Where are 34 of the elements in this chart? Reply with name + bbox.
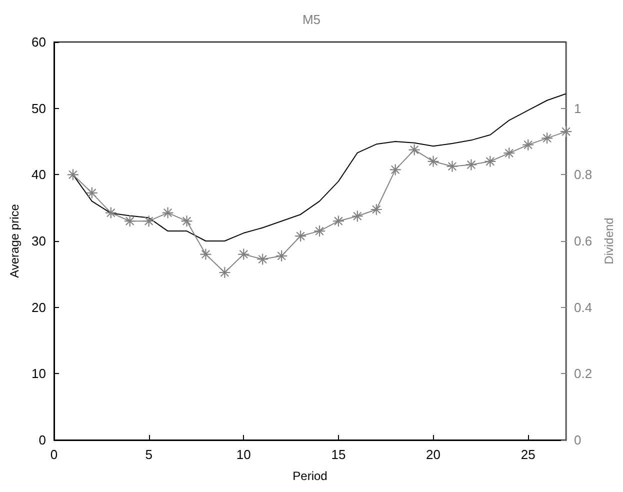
point: [124, 216, 136, 227]
y-tick-label: 40: [32, 167, 46, 182]
x-tick-label: 5: [145, 447, 152, 462]
x-tick-label: 20: [426, 447, 441, 462]
y2-tick-label: 0.8: [574, 167, 592, 182]
y2-axis-title: Dividend: [602, 218, 616, 264]
point: [542, 132, 553, 144]
point: [162, 207, 174, 218]
y-tick-label: 30: [32, 234, 46, 248]
point: [466, 159, 477, 170]
x-tick-label: 0: [50, 447, 58, 462]
y-axis-title: Average price: [8, 204, 22, 278]
point: [428, 156, 439, 167]
x-axis-title: Period: [292, 469, 328, 483]
chart-title: M5: [302, 12, 321, 27]
x-tick-label: 25: [520, 447, 536, 462]
point: [238, 248, 250, 260]
x-tick-label: 10: [236, 447, 251, 462]
y2-tick-label: 0.6: [574, 234, 592, 248]
y2-tick-label: 0.2: [574, 366, 592, 382]
y-tick-label: 50: [32, 100, 46, 116]
y-tick-label: 0: [38, 432, 46, 448]
y2-tick-label: 0: [574, 432, 582, 448]
y2-tick-label: 1: [574, 100, 582, 116]
y2-tick-label: 0.4: [574, 300, 592, 315]
point: [257, 254, 268, 265]
y-tick-label: 10: [32, 366, 46, 382]
point: [446, 160, 458, 172]
y-tick-label: 60: [32, 34, 46, 50]
x-tick-label: 15: [331, 447, 346, 462]
point: [408, 144, 420, 156]
y-tick-label: 20: [32, 300, 46, 315]
point: [181, 216, 192, 227]
point: [200, 248, 212, 260]
